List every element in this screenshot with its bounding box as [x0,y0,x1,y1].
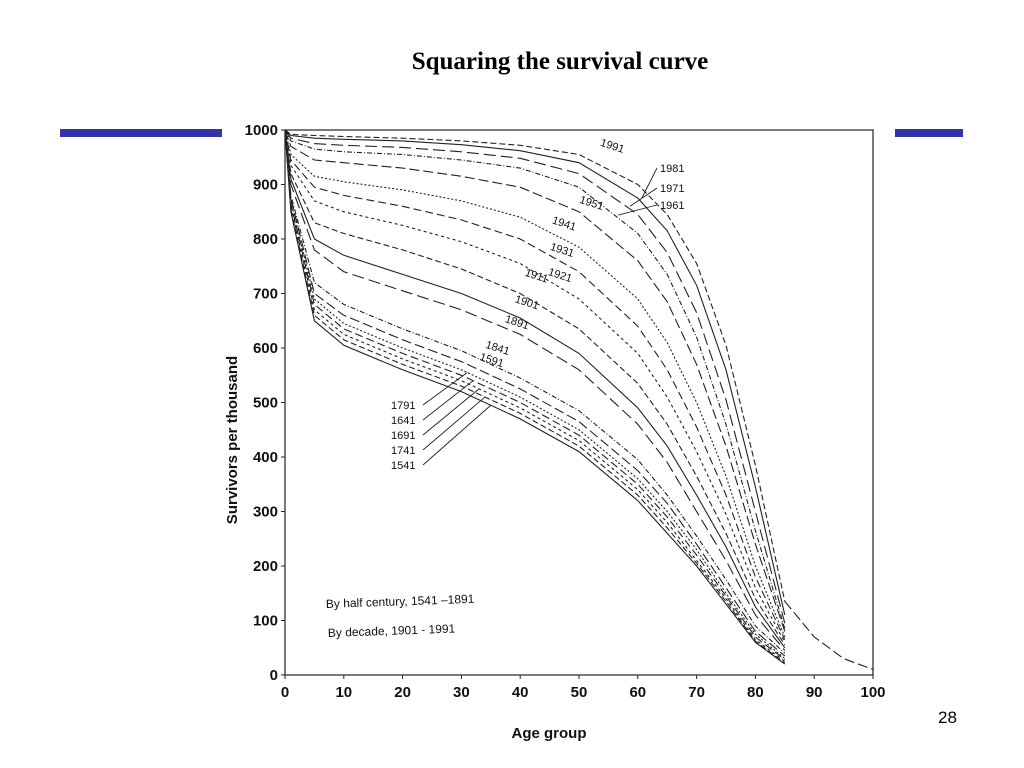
axes-group: 0 100 200 300 400 500 600 700 800 900 1000 0 10 20 30 4… [245,122,886,701]
y-tick-label-500: 500 [253,395,278,412]
series-line-1591 [284,129,786,657]
y-tick-label-0: 0 [270,667,278,684]
curve-label-1961: 1961 [660,200,684,212]
x-tick-label-40: 40 [512,684,529,701]
series-line-1791 [284,129,786,660]
note-half-century: By half century, 1541 –1891 [326,592,475,611]
series-line-1641 [284,129,786,661]
y-tick-label-1000: 1000 [245,122,278,139]
series-line-1981 [284,129,786,616]
x-tick-label-100: 100 [860,684,885,701]
series-line-1891 [284,129,786,651]
y-tick-label-600: 600 [253,340,278,357]
curve-label-1981: 1981 [660,163,684,175]
curve-label-1691: 1691 [391,430,415,442]
series-line-1921 [284,129,786,643]
curve-group [284,129,874,671]
leader-line-1981 [641,167,658,199]
x-tick-label-30: 30 [453,684,470,701]
y-tick-label-800: 800 [253,231,278,248]
y-tick-label-100: 100 [253,613,278,630]
leader-line-1691 [422,388,480,436]
x-tick-label-70: 70 [688,684,705,701]
x-tick-label-50: 50 [571,684,588,701]
leader-line-1791 [422,372,468,406]
y-tick-label-900: 900 [253,177,278,194]
x-tick-label-0: 0 [281,684,289,701]
series-line-1931 [284,129,786,640]
leader-line-1971 [629,187,658,207]
leader-line-1741 [422,396,486,451]
series-line-1741 [284,129,786,664]
y-tick-label-700: 700 [253,286,278,303]
page-number: 28 [938,708,957,727]
title-rule-right [895,129,963,137]
leader-line-1541 [422,404,492,466]
curve-label-1971: 1971 [660,183,684,195]
leader-line-1961 [618,204,658,216]
series-line-1901 [284,129,786,649]
curve-label-1641: 1641 [391,415,415,427]
x-tick-label-90: 90 [806,684,823,701]
x-tick-label-10: 10 [335,684,352,701]
series-line-1991 [284,129,786,602]
note-decade: By decade, 1901 - 1991 [328,622,456,640]
y-axis-title: Survivors per thousand [224,356,241,524]
curve-label-1791: 1791 [391,400,415,412]
series-extension-1991 [784,601,874,671]
series-line-1541 [284,129,786,665]
x-tick-label-80: 80 [747,684,764,701]
series-line-1971 [284,129,786,624]
x-axis-title: Age group [512,725,587,742]
y-tick-label-300: 300 [253,504,278,521]
series-line-1961 [284,129,786,629]
slide-title: Squaring the survival curve [411,48,709,75]
series-line-1941 [284,129,786,638]
series-line-1691 [284,129,786,662]
leader-line-1641 [422,380,474,421]
series-line-1951 [284,129,786,632]
y-tick-label-200: 200 [253,558,278,575]
x-tick-label-20: 20 [394,684,411,701]
series-line-1841 [284,129,786,654]
title-rule-left [60,129,222,137]
series-line-1911 [284,129,786,646]
y-tick-label-400: 400 [253,449,278,466]
curve-label-1741: 1741 [391,445,415,457]
curve-label-1541: 1541 [391,460,415,472]
x-tick-label-60: 60 [629,684,646,701]
